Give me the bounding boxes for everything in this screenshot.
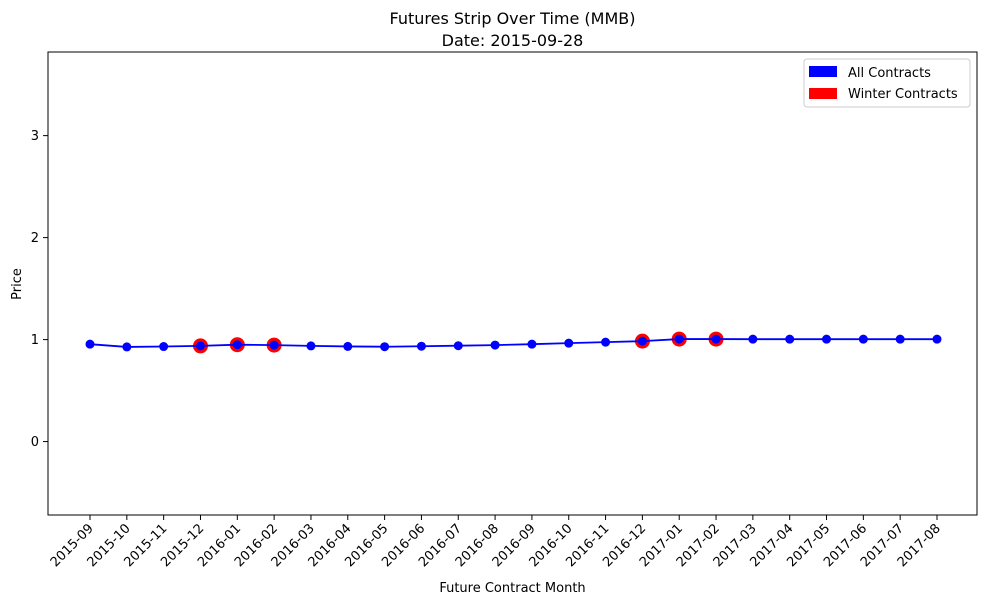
legend-label-all: All Contracts [848,66,931,81]
all-contracts-point [159,342,169,352]
all-contracts-point [822,334,832,344]
all-contracts-point [637,336,647,346]
all-contracts-point [711,334,721,344]
all-contracts-point [895,334,905,344]
all-contracts-point [748,334,758,344]
all-contracts-point [122,342,132,352]
y-axis-label: Price [10,268,25,300]
all-contracts-point [527,339,537,349]
legend-swatch-all [809,66,837,77]
y-tick-label: 0 [31,435,39,450]
all-contracts-markers [85,334,942,352]
x-axis: 2015-092015-102015-112015-122016-012016-… [48,515,944,570]
all-contracts-point [85,339,95,349]
legend-swatch-winter [809,88,837,99]
all-contracts-point [232,340,242,350]
all-contracts-point [306,341,316,351]
all-contracts-point [858,334,868,344]
all-contracts-point [601,337,611,347]
all-contracts-point [785,334,795,344]
all-contracts-point [564,338,574,348]
chart-title: Futures Strip Over Time (MMB) [390,9,636,28]
y-tick-label: 3 [31,129,39,144]
legend: All Contracts Winter Contracts [803,58,971,108]
all-contracts-point [416,341,426,351]
y-axis: 0 1 2 3 [31,129,48,450]
y-tick-label: 1 [31,333,39,348]
y-tick-label: 2 [31,231,39,246]
all-contracts-point [380,342,390,352]
legend-label-winter: Winter Contracts [848,87,958,102]
all-contracts-point [932,334,942,344]
all-contracts-point [674,334,684,344]
legend-box [803,58,971,108]
all-contracts-point [195,341,205,351]
plot-area [47,51,978,516]
chart-subtitle: Date: 2015-09-28 [442,31,584,50]
all-contracts-point [453,341,463,351]
all-contracts-line [89,338,937,348]
x-axis-label: Future Contract Month [439,581,585,596]
all-contracts-point [343,341,353,351]
all-contracts-point [269,340,279,350]
all-contracts-point [490,340,500,350]
